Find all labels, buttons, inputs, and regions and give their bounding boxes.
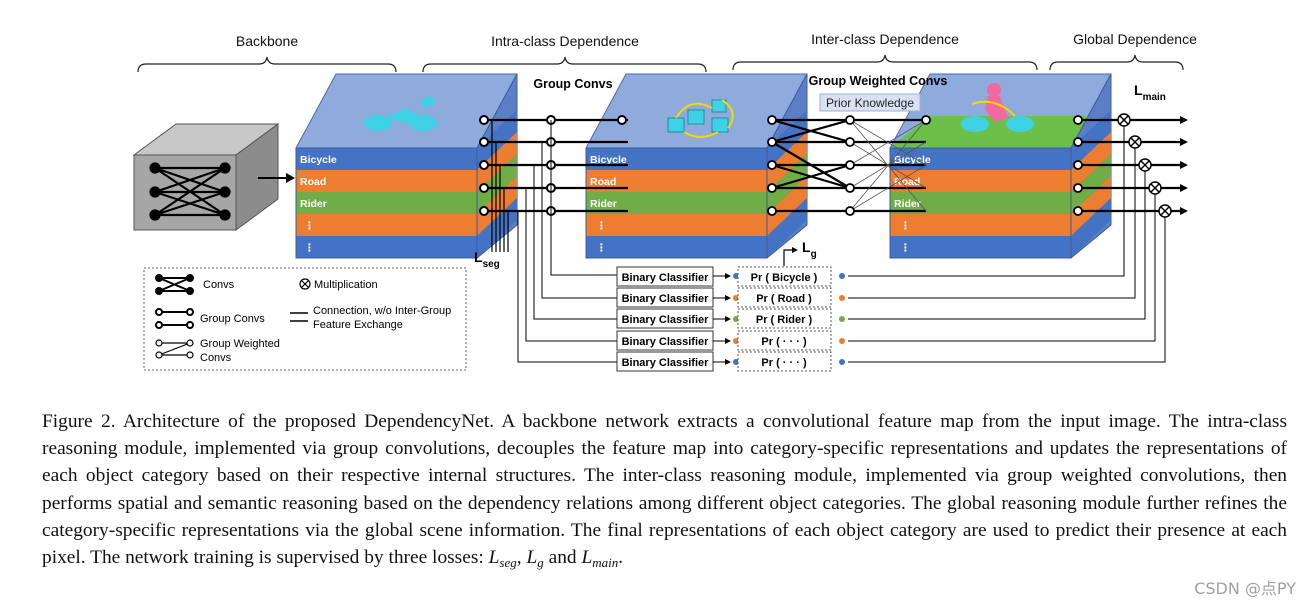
probability-label: Pr ( · · · ) (761, 336, 807, 348)
group-convs-label: Group Convs (533, 77, 612, 91)
binary-classifier-label: Binary Classifier (622, 293, 710, 305)
bicycle-silhouette-icon (364, 96, 437, 131)
backbone-block (132, 123, 295, 231)
caption-sep: and (543, 547, 582, 569)
layer-label-bicycle-2: Bicycle (590, 154, 627, 166)
prior-knowledge-box (819, 93, 921, 112)
lmain-label: Lmain (1134, 82, 1166, 103)
class-dot (839, 273, 845, 279)
legend-group-convs-label: Group Convs (200, 313, 265, 325)
multiplication-nodes (1117, 113, 1172, 218)
multiplication-icon (1148, 181, 1162, 195)
probability-label: Pr ( Bicycle ) (751, 272, 818, 284)
layer-label-road-2: Road (590, 176, 616, 188)
multiplication-icon (1158, 204, 1172, 218)
layer-label-more-2a: ⋮ (596, 220, 607, 232)
layer-label-bicycle: Bicycle (300, 154, 337, 166)
class-dot (839, 316, 845, 322)
layer-label-more-1: ⋮ (304, 220, 315, 232)
layer-label-more-2b: ⋮ (596, 242, 607, 254)
layer-label-rider-3: Rider (894, 198, 921, 210)
multiplication-icon (1128, 135, 1142, 149)
layer-label-road-3: Road (894, 176, 920, 188)
loss-main-symbol: Lmain (581, 547, 619, 571)
convs-icon (149, 162, 231, 221)
section-label-intra: Intra-class Dependence (491, 33, 639, 49)
rider-on-bicycle-icon (961, 83, 1034, 132)
global-routing (848, 126, 1166, 363)
lg-label: Lg (802, 239, 817, 260)
layer-label-more-2: ⋮ (304, 242, 315, 254)
classifier-row: Binary Classifier Pr ( Road ) (616, 287, 845, 308)
loss-seg-symbol: Lseg (488, 547, 517, 571)
layer-label-more-3b: ⋮ (900, 242, 911, 254)
legend-group-weighted-line1: Group Weighted (200, 338, 280, 350)
group-weighted-convs-label: Group Weighted Convs (809, 74, 948, 88)
figure-caption: Figure 2. Architecture of the proposed D… (42, 408, 1287, 571)
feature-cube-3: Bicycle Road Rider ⋮ ⋮ (889, 73, 1112, 260)
layer-label-road: Road (300, 176, 326, 188)
architecture-diagram: Backbone Intra-class Dependence Inter-cl… (132, 31, 1197, 372)
section-label-backbone: Backbone (236, 33, 298, 49)
class-dot (839, 359, 845, 365)
multiplication-icon (1117, 113, 1131, 127)
legend-convs-label: Convs (203, 279, 235, 291)
classifier-row: Binary Classifier Pr ( · · · ) (616, 330, 845, 351)
section-label-global: Global Dependence (1073, 31, 1197, 47)
legend-multiplication-icon (299, 278, 311, 290)
classifier-row: Binary Classifier Pr ( Rider ) (616, 308, 845, 329)
multiplication-icon (1138, 158, 1152, 172)
legend-convs-icon (155, 274, 194, 295)
binary-classifier-label: Binary Classifier (622, 357, 710, 369)
lg-arrow (783, 249, 794, 266)
classifier-routing (517, 120, 617, 363)
layer-label-rider-2: Rider (590, 198, 617, 210)
global-input-nodes (1073, 115, 1083, 216)
legend-connection-icon (290, 312, 308, 322)
section-label-inter: Inter-class Dependence (811, 31, 959, 47)
legend: Convs Multiplication Group Convs Connect… (143, 267, 467, 371)
legend-multiplication-label: Multiplication (314, 279, 378, 291)
probability-label: Pr ( Rider ) (756, 314, 813, 326)
section-headers: Backbone Intra-class Dependence Inter-cl… (236, 31, 1197, 49)
caption-sep: , (516, 547, 527, 569)
binary-classifier-label: Binary Classifier (622, 314, 710, 326)
legend-group-weighted-line2: Convs (200, 352, 232, 364)
legend-connection-line2: Feature Exchange (313, 319, 403, 331)
loss-g-symbol: Lg (526, 547, 544, 571)
classifier-row: Binary Classifier Pr ( Bicycle ) (616, 266, 845, 287)
prior-knowledge-label: Prior Knowledge (826, 96, 914, 110)
group-convs-nodes (479, 115, 627, 216)
lseg-arrows (491, 120, 509, 252)
legend-group-convs-icon (155, 308, 194, 329)
layer-label-bicycle-3: Bicycle (894, 154, 931, 166)
classifier-column: Binary Classifier Pr ( Bicycle ) Binary … (616, 266, 845, 372)
probability-label: Pr ( · · · ) (761, 357, 807, 369)
binary-classifier-label: Binary Classifier (622, 272, 710, 284)
probability-label: Pr ( Road ) (756, 293, 812, 305)
bicycle-parts-icon (667, 99, 734, 138)
layer-label-more-3a: ⋮ (900, 220, 911, 232)
legend-connection-line1: Connection, w/o Inter-Group (313, 305, 451, 317)
class-dot (839, 338, 845, 344)
section-braces (137, 54, 1184, 73)
layer-label-rider: Rider (300, 198, 327, 210)
classifier-row: Binary Classifier Pr ( · · · ) (616, 351, 845, 372)
legend-group-weighted-icon (155, 339, 194, 359)
group-weighted-nodes (767, 115, 931, 216)
caption-end: . (618, 547, 624, 569)
binary-classifier-label: Binary Classifier (622, 336, 710, 348)
lseg-label: Lseg (474, 249, 500, 270)
caption-text: Figure 2. Architecture of the proposed D… (42, 411, 1287, 569)
class-dot (839, 295, 845, 301)
watermark: CSDN @点PY (1194, 579, 1296, 598)
global-output-arrowheads (1180, 116, 1188, 215)
